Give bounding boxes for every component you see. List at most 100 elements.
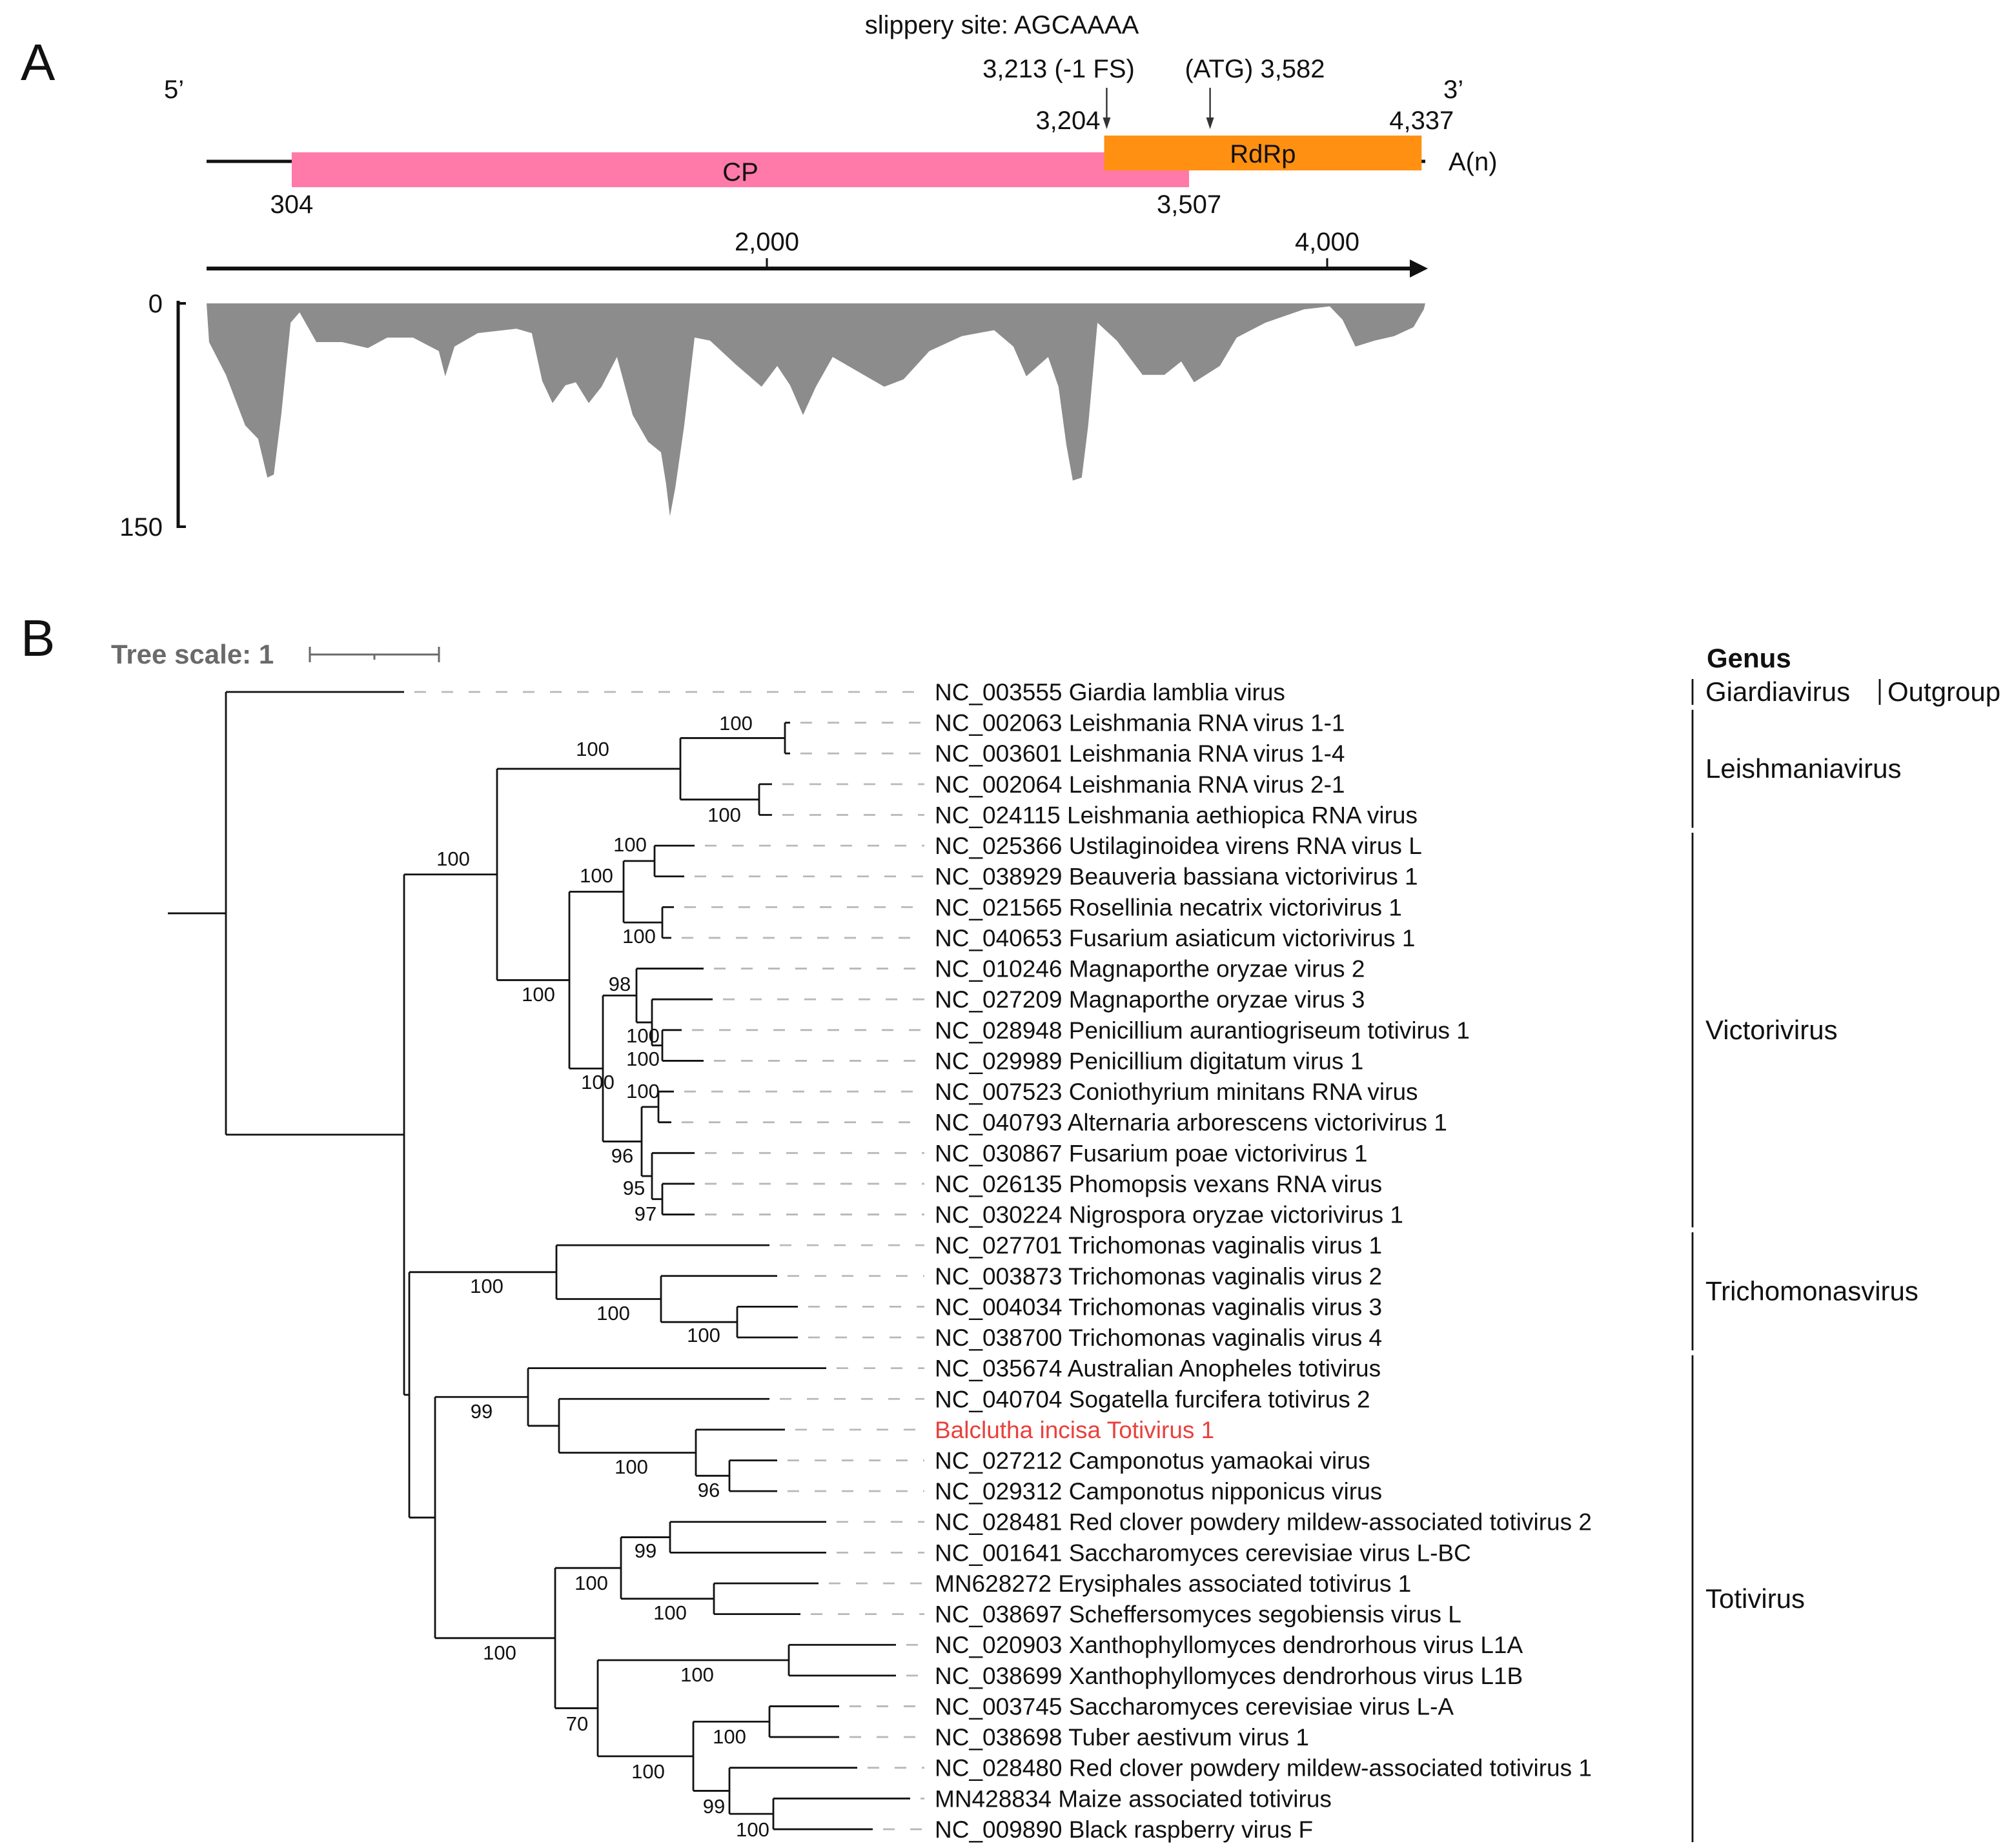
- bootstrap-value: 99: [635, 1539, 656, 1562]
- coverage-plot: 0 150: [119, 290, 1425, 542]
- axis-tick-label: 4,000: [1295, 228, 1359, 256]
- leaf-label: NC_003745 Saccharomyces cerevisiae virus…: [935, 1693, 1454, 1720]
- poly-a-label: A(n): [1449, 148, 1498, 176]
- genus-header: Genus: [1707, 643, 1791, 673]
- genus-label: Victorivirus: [1705, 1015, 1838, 1045]
- leaf-label: NC_027212 Camponotus yamaokai virus: [935, 1448, 1370, 1474]
- bootstrap-value: 97: [635, 1203, 656, 1225]
- bootstrap-value: 99: [471, 1400, 493, 1423]
- genus-label: Trichomonasvirus: [1705, 1276, 1918, 1306]
- bootstrap-value: 100: [615, 1456, 648, 1478]
- bootstrap-value: 70: [566, 1712, 588, 1735]
- frameshift-label: 3,213 (-1 FS): [982, 55, 1135, 83]
- leaf-label: NC_027701 Trichomonas vaginalis virus 1: [935, 1232, 1382, 1259]
- leaf-label: NC_029312 Camponotus nipponicus virus: [935, 1478, 1382, 1505]
- leaf-label: NC_027209 Magnaporthe oryzae virus 3: [935, 986, 1365, 1013]
- genome-map: CP RdRp 304 3,507 3,204 4,337: [207, 88, 1454, 219]
- bootstrap-value: 100: [713, 1725, 746, 1748]
- bootstrap-value: 100: [653, 1601, 687, 1624]
- genus-brackets: Giardiavirus Outgroup Leishmaniavirus Victo…: [1691, 676, 2000, 1842]
- bootstrap-value: 100: [596, 1302, 630, 1325]
- axis-tick-label: 2,000: [735, 228, 799, 256]
- cp-end-label: 3,507: [1157, 190, 1221, 219]
- bootstrap-value: 100: [522, 983, 555, 1006]
- bootstrap-value: 100: [626, 1080, 660, 1102]
- bootstrap-value: 96: [698, 1479, 720, 1501]
- leaf-label: Balclutha incisa Totivirus 1: [935, 1417, 1214, 1443]
- leaf-label: NC_038698 Tuber aestivum virus 1: [935, 1724, 1309, 1751]
- leaf-label: NC_028481 Red clover powdery mildew-asso…: [935, 1509, 1592, 1536]
- cp-orf-bar: [291, 152, 1190, 187]
- leaf-label: NC_007523 Coniothyrium minitans RNA viru…: [935, 1079, 1418, 1105]
- bootstrap-value: 96: [611, 1144, 633, 1167]
- tree-scale-label: Tree scale: 1: [111, 639, 274, 669]
- bootstrap-value: 100: [581, 1071, 615, 1093]
- bootstrap-value: 100: [736, 1818, 769, 1841]
- rdrp-label: RdRp: [1230, 140, 1296, 168]
- bootstrap-value: 100: [580, 864, 613, 887]
- bootstrap-value: 98: [609, 973, 631, 995]
- panel-a-label: A: [21, 34, 56, 91]
- phylogenetic-tree: NC_003555 Giardia lamblia virus NC_002063…: [168, 679, 1592, 1843]
- leaf-label: NC_003601 Leishmania RNA virus 1-4: [935, 740, 1345, 767]
- bootstrap-value: 100: [626, 1024, 660, 1047]
- leaf-label: NC_040653 Fusarium asiaticum victoriviru…: [935, 925, 1415, 951]
- genus-label: Giardiavirus: [1705, 676, 1850, 707]
- bootstrap-value: 99: [703, 1795, 725, 1818]
- genus-label: Leishmaniavirus: [1705, 753, 1901, 784]
- cp-label: CP: [722, 158, 758, 187]
- bootstrap-value: 100: [575, 1572, 608, 1594]
- rdrp-start-label: 3,204: [1035, 107, 1100, 135]
- leaf-label: NC_021565 Rosellinia necatrix victorivir…: [935, 894, 1402, 920]
- frameshift-arrow-head: [1103, 117, 1111, 129]
- leaf-label: NC_010246 Magnaporthe oryzae virus 2: [935, 956, 1365, 982]
- atg-label: (ATG) 3,582: [1185, 55, 1325, 83]
- rdrp-orf-bar: [1104, 136, 1422, 170]
- bootstrap-value: 100: [613, 833, 647, 856]
- leaf-label: NC_035674 Australian Anopheles totivirus: [935, 1356, 1381, 1382]
- atg-arrow: [1206, 88, 1214, 129]
- leaf-label: NC_038700 Trichomonas vaginalis virus 4: [935, 1325, 1382, 1351]
- leaf-label: MN428834 Maize associated totivirus: [935, 1785, 1332, 1812]
- three-prime-label: 3’: [1443, 76, 1463, 104]
- leaf-label: NC_038699 Xanthophyllomyces dendrorhous …: [935, 1663, 1523, 1689]
- leaf-label: NC_024115 Leishmania aethiopica RNA viru…: [935, 802, 1418, 828]
- leaf-label: NC_038697 Scheffersomyces segobiensis vi…: [935, 1601, 1461, 1628]
- frameshift-arrow: [1103, 88, 1111, 129]
- leaf-label: NC_003555 Giardia lamblia virus: [935, 679, 1285, 706]
- atg-arrow-head: [1206, 117, 1214, 129]
- leaf-label: NC_029989 Penicillium digitatum virus 1: [935, 1048, 1363, 1074]
- bootstrap-value: 100: [576, 738, 609, 760]
- genus-label: Totivirus: [1705, 1583, 1805, 1614]
- leaf-label: NC_040704 Sogatella furcifera totivirus …: [935, 1386, 1370, 1412]
- five-prime-label: 5’: [164, 76, 184, 104]
- bootstrap-value: 95: [623, 1177, 645, 1199]
- bootstrap-value: 100: [719, 712, 753, 735]
- tree-scale-bar: [309, 647, 440, 662]
- leaf-label: NC_002063 Leishmania RNA virus 1-1: [935, 710, 1345, 736]
- leaf-label: NC_004034 Trichomonas vaginalis virus 3: [935, 1294, 1382, 1320]
- leaf-label: NC_009890 Black raspberry virus F: [935, 1816, 1313, 1843]
- bootstrap-value: 100: [626, 1048, 660, 1070]
- axis-arrowhead: [1410, 259, 1428, 278]
- leaf-label: NC_040793 Alternaria arborescens victori…: [935, 1110, 1447, 1136]
- bootstrap-value: 100: [687, 1324, 720, 1346]
- bootstrap-value: 100: [470, 1275, 504, 1297]
- leaf-label: NC_025366 Ustilaginoidea virens RNA viru…: [935, 833, 1422, 859]
- bootstrap-value: 100: [483, 1641, 516, 1664]
- panel-b-label: B: [21, 609, 55, 667]
- leaf-label: NC_001641 Saccharomyces cerevisiae virus…: [935, 1539, 1471, 1566]
- rdrp-end-label: 4,337: [1389, 107, 1454, 135]
- coverage-tick-label: 0: [148, 290, 163, 318]
- bootstrap-value: 100: [707, 804, 741, 826]
- leaf-label: NC_030867 Fusarium poae victorivirus 1: [935, 1140, 1367, 1166]
- leaf-label: NC_030224 Nigrospora oryzae victorivirus…: [935, 1202, 1403, 1228]
- outgroup-label: Outgroup: [1887, 676, 2000, 707]
- leaf-label: NC_028480 Red clover powdery mildew-asso…: [935, 1755, 1592, 1782]
- genome-axis: 2,000 4,000: [207, 228, 1428, 278]
- slippery-site-label: slippery site: AGCAAAA: [865, 11, 1139, 39]
- cp-start-label: 304: [270, 190, 314, 219]
- coverage-tick-label: 150: [119, 513, 163, 542]
- leaf-label: NC_026135 Phomopsis vexans RNA virus: [935, 1171, 1382, 1197]
